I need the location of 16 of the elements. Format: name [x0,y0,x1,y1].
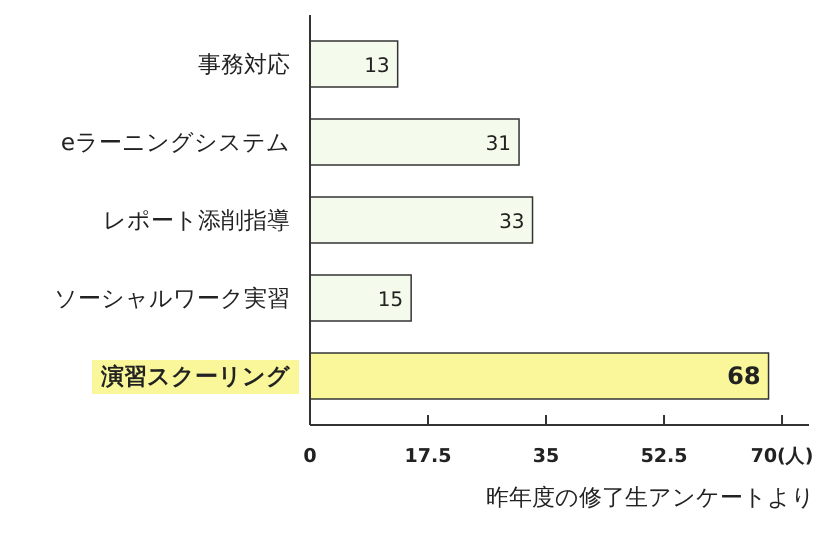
x-axis-title: 昨年度の修了生アンケートより [486,485,815,511]
data-label: 31 [486,131,512,155]
y-tick-label: eラーニングシステム [60,130,290,156]
data-label: 13 [364,53,390,77]
y-tick-label: 事務対応 [198,52,290,78]
data-label: 15 [378,287,404,311]
data-label: 68 [727,362,761,390]
data-label: 33 [499,209,525,233]
x-tick-label: 70(人) [750,445,814,467]
y-tick-label: レポート添削指導 [103,208,290,234]
y-tick-label: 演習スクーリング [100,364,291,390]
y-tick-label: ソーシャルワーク実習 [54,286,290,312]
x-tick-label: 52.5 [640,445,688,467]
x-tick-label: 35 [532,445,560,467]
x-tick-label: 17.5 [404,445,452,467]
x-tick-label: 0 [303,445,317,467]
